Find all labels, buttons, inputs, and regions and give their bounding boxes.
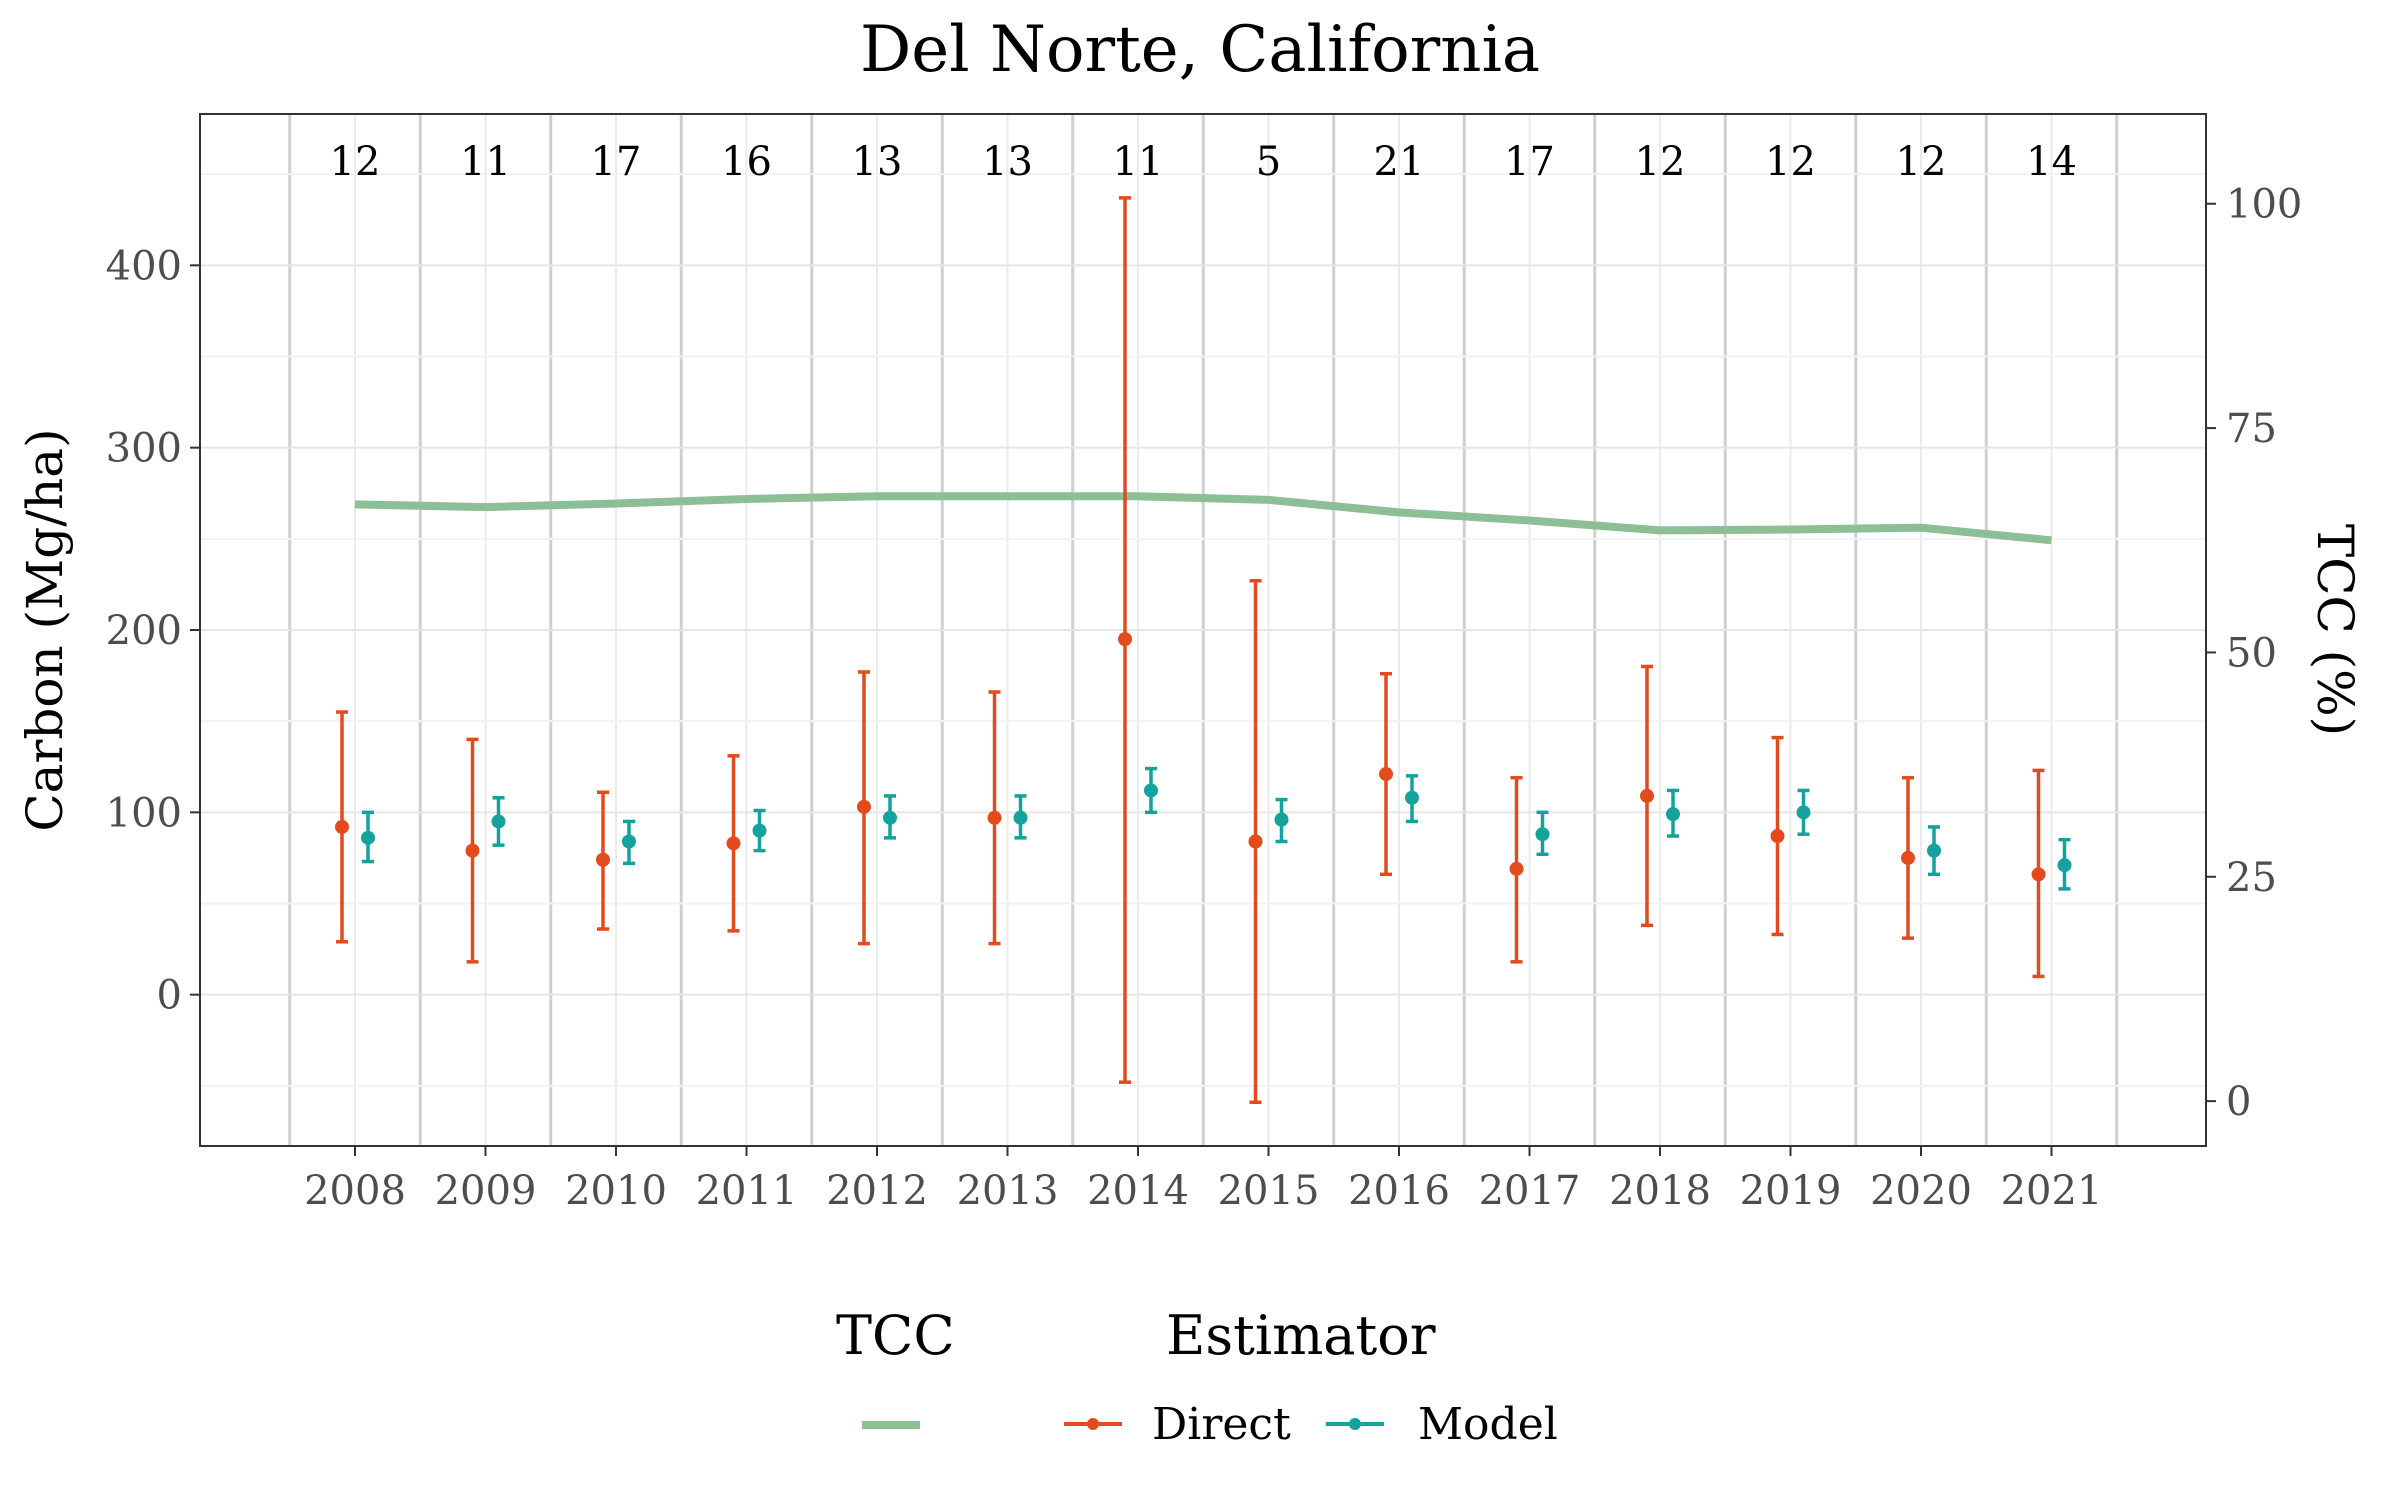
y-tick-label: 400 bbox=[106, 243, 182, 289]
x-tick-label: 2019 bbox=[1740, 1168, 1842, 1214]
right-y-axis: 0 25 50 75 100 bbox=[2206, 182, 2302, 1125]
tcc-series bbox=[354, 492, 2052, 545]
model-point bbox=[1274, 812, 1289, 827]
legend-key-direct-point bbox=[1087, 1418, 1099, 1430]
direct-point bbox=[1118, 632, 1132, 647]
x-tick-label: 2010 bbox=[565, 1168, 667, 1214]
x-tick-label: 2012 bbox=[826, 1168, 928, 1214]
direct-point bbox=[1901, 850, 1915, 865]
estimate-points bbox=[335, 632, 2072, 882]
x-tick-label: 2017 bbox=[1479, 1168, 1581, 1214]
model-point bbox=[1666, 807, 1680, 822]
sample-count-label: 12 bbox=[1765, 139, 1816, 185]
x-tick-label: 2018 bbox=[1609, 1168, 1711, 1214]
y2-tick-label: 100 bbox=[2226, 182, 2302, 228]
y-tick-label: 100 bbox=[106, 790, 182, 836]
model-point bbox=[1013, 810, 1028, 825]
y2-tick-label: 25 bbox=[2226, 855, 2277, 901]
sample-count-label: 17 bbox=[1504, 139, 1555, 185]
x-tick-label: 2020 bbox=[1870, 1168, 1972, 1214]
model-point bbox=[1405, 790, 1419, 805]
direct-point bbox=[465, 843, 480, 858]
sample-count-label: 13 bbox=[852, 139, 903, 185]
sample-count-label: 13 bbox=[982, 139, 1033, 185]
x-tick-label: 2014 bbox=[1087, 1168, 1189, 1214]
left-y-axis: 0 100 200 300 400 bbox=[106, 243, 200, 1019]
chart-title: Del Norte, California bbox=[860, 13, 1540, 87]
direct-point bbox=[1379, 767, 1393, 782]
direct-point bbox=[596, 852, 610, 867]
x-axis: 2008 2009 2010 2011 2012 2013 2014 2015 2016 2017… bbox=[304, 1146, 2102, 1214]
y2-tick-label: 50 bbox=[2226, 630, 2277, 676]
x-tick-label: 2016 bbox=[1348, 1168, 1450, 1214]
direct-point bbox=[2031, 867, 2046, 882]
direct-point bbox=[987, 810, 1002, 825]
sample-count-label: 16 bbox=[721, 139, 772, 185]
model-point bbox=[883, 810, 897, 825]
sample-count-label: 11 bbox=[460, 139, 511, 185]
direct-point bbox=[857, 799, 871, 814]
legend-label-model: Model bbox=[1418, 1399, 1558, 1450]
x-tick-label: 2008 bbox=[304, 1168, 406, 1214]
sample-count-label: 12 bbox=[1635, 139, 1686, 185]
y2-tick-label: 75 bbox=[2226, 406, 2277, 452]
direct-point bbox=[335, 819, 349, 834]
y-tick-label: 0 bbox=[157, 973, 182, 1019]
legend-title-estimator: Estimator bbox=[1166, 1304, 1436, 1367]
model-point bbox=[752, 823, 767, 838]
sample-count-label: 5 bbox=[1256, 139, 1281, 185]
grid bbox=[200, 114, 2206, 1146]
model-point bbox=[1144, 783, 1158, 798]
model-point bbox=[1927, 843, 1941, 858]
model-point bbox=[361, 830, 375, 845]
x-tick-label: 2021 bbox=[2001, 1168, 2103, 1214]
x-tick-label: 2013 bbox=[957, 1168, 1059, 1214]
sample-counts: 12 11 17 16 13 13 11 5 21 17 12 12 12 14 bbox=[330, 139, 2077, 185]
legend-label-direct: Direct bbox=[1152, 1399, 1291, 1450]
x-tick-label: 2015 bbox=[1218, 1168, 1320, 1214]
sample-count-label: 17 bbox=[591, 139, 642, 185]
sample-count-label: 14 bbox=[2026, 139, 2077, 185]
direct-point bbox=[1640, 788, 1654, 803]
legend-key-model-point bbox=[1349, 1418, 1361, 1430]
legend: TCC Estimator Direct Model bbox=[836, 1304, 1558, 1450]
direct-point bbox=[1248, 834, 1263, 849]
model-point bbox=[2057, 858, 2072, 873]
legend-title-tcc: TCC bbox=[836, 1304, 955, 1367]
direct-point bbox=[726, 836, 741, 851]
direct-point bbox=[1509, 861, 1524, 876]
model-point bbox=[622, 834, 636, 849]
y-axis-title: Carbon (Mg/ha) bbox=[16, 428, 74, 831]
y-tick-label: 300 bbox=[106, 426, 182, 472]
model-point bbox=[491, 814, 506, 829]
model-point bbox=[1796, 805, 1811, 820]
x-tick-label: 2009 bbox=[435, 1168, 537, 1214]
x-tick-label: 2011 bbox=[696, 1168, 798, 1214]
model-point bbox=[1535, 827, 1550, 842]
direct-point bbox=[1770, 829, 1785, 844]
y2-tick-label: 0 bbox=[2226, 1079, 2251, 1125]
sample-count-label: 11 bbox=[1113, 139, 1164, 185]
y-tick-label: 200 bbox=[106, 608, 182, 654]
tcc-line bbox=[354, 492, 2052, 545]
sample-count-label: 21 bbox=[1374, 139, 1425, 185]
y2-axis-title: TCC (%) bbox=[2306, 524, 2364, 736]
sample-count-label: 12 bbox=[1896, 139, 1947, 185]
sample-count-label: 12 bbox=[330, 139, 381, 185]
